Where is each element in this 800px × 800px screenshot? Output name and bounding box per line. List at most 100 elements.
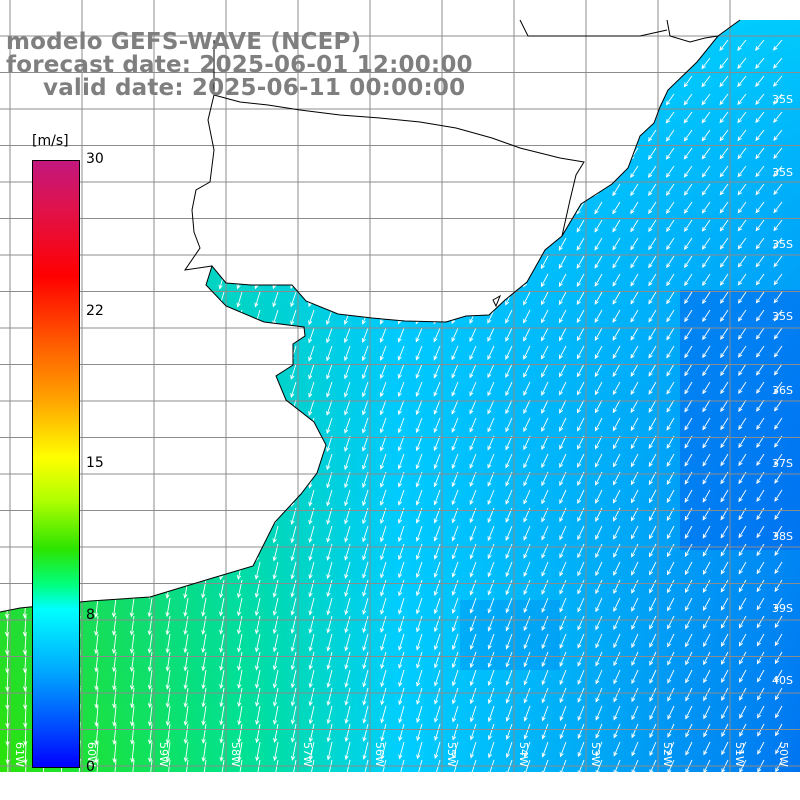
wind-arrow-head (236, 447, 241, 453)
wind-arrow-head (200, 121, 205, 127)
wind-arrow-head (219, 593, 224, 599)
wind-arrow-shaft (721, 651, 729, 665)
wind-arrow-head (308, 211, 313, 217)
wind-arrow-head (469, 119, 474, 125)
wind-arrow-head (595, 480, 600, 486)
wind-arrow-head (702, 479, 707, 485)
wind-arrow-head (94, 685, 99, 691)
wind-arrow-shaft (631, 615, 639, 630)
wind-arrow-head (647, 118, 653, 124)
wind-arrow-shaft (184, 597, 189, 616)
wind-arrow-shaft (524, 741, 531, 758)
wind-arrow-head (75, 139, 80, 145)
wind-arrow-shaft (130, 417, 135, 435)
wind-arrow-head (147, 503, 152, 509)
wind-arrow-shaft (702, 165, 711, 178)
wind-arrow-shaft (167, 705, 171, 726)
wind-arrow-head (111, 139, 116, 145)
wind-arrow-shaft (667, 651, 675, 665)
wind-arrow-head (398, 682, 403, 687)
wind-arrow-head (182, 375, 188, 381)
wind-arrow-shaft (685, 723, 693, 737)
wind-arrow-head (93, 503, 98, 509)
wind-arrow-head (756, 388, 761, 394)
wind-arrow-head (738, 479, 743, 485)
wind-arrow-shaft (433, 363, 441, 378)
wind-arrow-shaft (721, 597, 729, 611)
wind-arrow-head (505, 336, 510, 342)
wind-arrow-head (361, 319, 366, 325)
wind-arrow-head (612, 408, 617, 414)
wind-arrow-shaft (237, 363, 243, 380)
wind-arrow-shaft (236, 201, 243, 217)
wind-arrow-head (469, 319, 474, 325)
sea-field-blue-east (680, 290, 800, 550)
wind-arrow-shaft (756, 273, 765, 285)
wind-arrow-head (576, 318, 581, 324)
wind-arrow-head (326, 664, 331, 670)
wind-arrow-head (4, 504, 9, 510)
wind-arrow-shaft (255, 435, 261, 452)
wind-arrow-shaft (272, 201, 279, 216)
wind-arrow-head (399, 773, 402, 777)
wind-arrow-head (326, 265, 331, 271)
wind-arrow-shaft (4, 93, 9, 108)
wind-arrow-head (487, 481, 492, 487)
wind-arrow-shaft (505, 579, 513, 595)
wind-arrow-head (290, 574, 295, 580)
wind-arrow-shaft (631, 633, 639, 648)
wind-arrow-head (630, 245, 635, 251)
wind-arrow-shaft (576, 309, 585, 323)
wind-arrow-head (613, 607, 618, 613)
wind-arrow-shaft (362, 615, 369, 633)
wind-arrow-head (737, 298, 743, 304)
wind-arrow-head (147, 575, 152, 581)
wind-arrow-head (666, 552, 671, 558)
wind-arrow-head (433, 572, 438, 578)
wind-arrow-shaft (703, 741, 711, 755)
wind-arrow-head (111, 612, 117, 618)
wind-arrow-shaft (738, 273, 747, 286)
wind-arrow-head (757, 713, 762, 719)
wind-arrow-shaft (612, 345, 621, 359)
wind-arrow-shaft (4, 201, 9, 218)
wind-arrow-shaft (719, 93, 729, 105)
wind-arrow-head (504, 83, 509, 89)
wind-arrow-shaft (184, 471, 189, 489)
wind-arrow-shaft (130, 525, 135, 544)
wind-arrow-head (379, 319, 384, 325)
wind-arrow-shaft (111, 111, 117, 126)
wind-arrow-shaft (344, 525, 351, 542)
wind-arrow-shaft (738, 381, 747, 394)
wind-arrow-head (738, 443, 743, 449)
wind-arrow-head (631, 552, 636, 558)
wind-arrow-head (201, 557, 206, 563)
wind-arrow-shaft (613, 687, 621, 702)
wind-arrow-shaft (703, 669, 711, 683)
wind-arrow-head (595, 607, 600, 613)
wind-arrow-shaft (397, 291, 405, 306)
wind-arrow-head (505, 355, 510, 360)
wind-arrow-shaft (433, 237, 441, 252)
wind-arrow-shaft (326, 291, 333, 307)
wind-arrow-head (487, 65, 492, 71)
wind-arrow-shaft (220, 651, 225, 671)
lat-label: 35S (772, 238, 793, 251)
wind-arrow-head (667, 588, 671, 594)
wind-arrow-head (577, 517, 582, 523)
wind-arrow-head (558, 173, 563, 179)
wind-arrow-shaft (148, 651, 153, 671)
wind-arrow-head (720, 497, 725, 503)
wind-arrow-shaft (451, 489, 459, 505)
wind-arrow-head (504, 101, 509, 107)
wind-arrow-head (576, 372, 581, 378)
wind-arrow-shaft (112, 309, 117, 326)
wind-arrow-head (774, 478, 779, 484)
wind-arrow-shaft (702, 255, 711, 268)
wind-arrow-head (182, 303, 187, 309)
wind-arrow-head (362, 501, 367, 507)
wind-arrow-head (272, 665, 278, 671)
wind-arrow-shaft (666, 201, 675, 214)
wind-arrow-shaft (595, 417, 603, 431)
wind-arrow-shaft (452, 525, 459, 541)
